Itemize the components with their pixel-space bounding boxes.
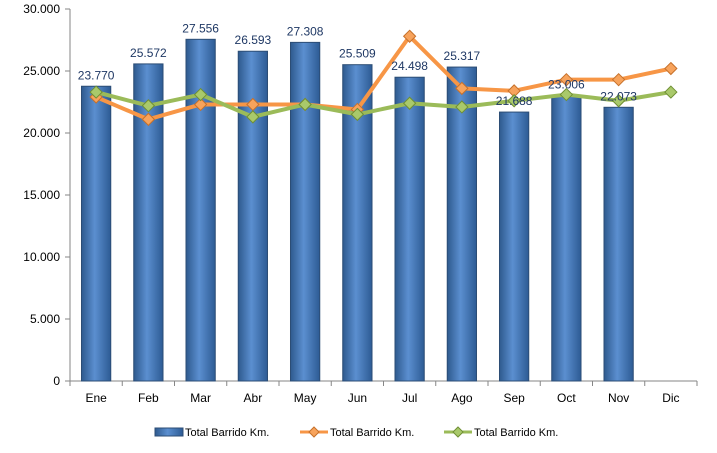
bar-data-label: 23.770 <box>78 68 115 82</box>
x-tick-label: Feb <box>138 391 159 405</box>
line-point <box>559 87 574 102</box>
bar-data-label: 24.498 <box>391 59 428 73</box>
line-point <box>455 100 469 114</box>
line-point <box>611 72 626 87</box>
y-axis: 0 5.000 10.000 15.000 20.000 25.000 30.000 <box>23 2 71 388</box>
line-point <box>559 72 574 87</box>
data-labels: 23.770 25.572 27.556 26.593 27.308 25.509 24.4… <box>78 21 638 108</box>
line-point <box>664 61 678 76</box>
line-point <box>193 87 208 102</box>
x-tick-label: Dic <box>662 391 679 405</box>
legend-marker <box>452 426 464 438</box>
bar <box>80 85 112 382</box>
line-point <box>455 81 469 96</box>
bar-data-label: 27.556 <box>182 21 219 35</box>
line-series <box>89 29 678 127</box>
line-point <box>89 85 103 99</box>
legend: Total Barrido Km. Total Barrido Km. Total … <box>154 426 558 439</box>
y-tick-label: 5.000 <box>30 312 60 326</box>
x-tick-label: Jul <box>402 391 417 405</box>
y-tick-label: 25.000 <box>23 64 60 78</box>
bar-data-label: 27.308 <box>287 24 324 38</box>
legend-swatch <box>154 427 184 437</box>
line-point <box>141 112 156 127</box>
bar <box>289 41 321 382</box>
bar <box>498 111 530 382</box>
bar-data-label: 22.073 <box>600 89 637 103</box>
line-point <box>193 97 208 112</box>
line-point <box>298 97 312 112</box>
line-point <box>664 85 678 99</box>
legend-label: Total Barrido Km. <box>474 427 558 439</box>
x-tick-label: Abr <box>244 391 263 405</box>
x-tick-label: Nov <box>608 391 629 405</box>
line-point <box>402 29 417 43</box>
legend-label: Total Barrido Km. <box>185 427 269 439</box>
x-tick-label: Ene <box>85 391 107 405</box>
line-point <box>402 96 417 110</box>
y-tick-label: 15.000 <box>23 188 60 202</box>
series-line-1 <box>95 34 672 122</box>
x-tick-label: May <box>294 391 317 405</box>
bar <box>603 106 634 382</box>
x-tick-label: Ago <box>451 391 473 405</box>
y-tick-label: 20.000 <box>23 126 60 140</box>
y-tick-label: 30.000 <box>23 2 60 16</box>
x-axis: Ene Feb Mar Abr May Jun Jul Ago Sep Oct Nov Dic <box>69 380 698 405</box>
x-tick-label: Sep <box>503 391 525 405</box>
bar <box>394 76 425 382</box>
bar-data-label: 26.593 <box>235 33 272 47</box>
x-tick-label: Oct <box>557 391 576 405</box>
y-tick-label: 0 <box>53 374 60 388</box>
line-point <box>141 99 156 113</box>
legend-marker <box>308 426 320 438</box>
x-tick-label: Jun <box>348 391 367 405</box>
line-point <box>350 107 365 122</box>
bar <box>446 66 478 382</box>
series-line-2 <box>95 90 672 119</box>
bar-data-label: 25.572 <box>130 46 167 60</box>
legend-label: Total Barrido Km. <box>330 427 414 439</box>
line-point <box>611 94 626 108</box>
bar-data-label: 25.317 <box>444 49 481 63</box>
bar-data-label: 21.688 <box>496 94 533 108</box>
line-point <box>246 110 260 124</box>
bar-data-label: 23.006 <box>548 78 585 92</box>
x-tick-label: Mar <box>190 391 211 405</box>
bar-data-label: 25.509 <box>339 47 376 61</box>
bar <box>551 95 582 382</box>
y-tick-label: 10.000 <box>23 250 60 264</box>
line-point <box>507 94 521 108</box>
